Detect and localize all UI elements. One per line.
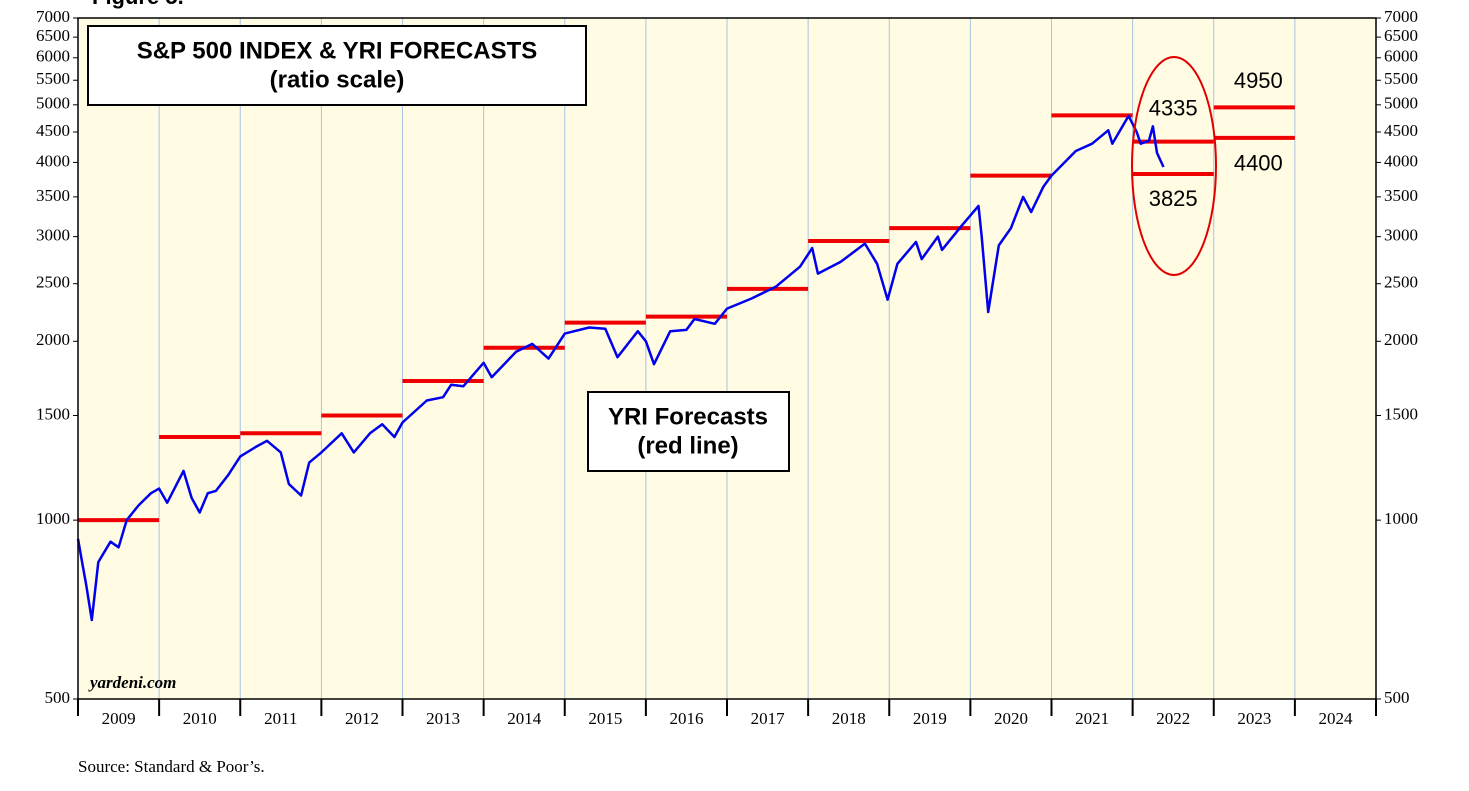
forecast-label: 3825 <box>1149 186 1198 211</box>
source-note: Source: Standard & Poor’s. <box>78 757 265 776</box>
x-tick-label: 2015 <box>588 709 622 728</box>
y-tick-label: 2500 <box>36 273 70 292</box>
y-tick-label: 6500 <box>36 26 70 45</box>
x-tick-label: 2017 <box>751 709 786 728</box>
y2-tick-label: 1500 <box>1384 404 1418 423</box>
x-tick-label: 2012 <box>345 709 379 728</box>
y-tick-label: 5000 <box>36 94 70 113</box>
y-tick-label: 7000 <box>36 7 70 26</box>
y-tick-label: 4500 <box>36 121 70 140</box>
annotation: YRI Forecasts <box>608 403 768 430</box>
y-tick-label: 500 <box>45 688 71 707</box>
x-tick-label: 2024 <box>1318 709 1353 728</box>
annotation-box <box>587 391 790 472</box>
x-tick-label: 2021 <box>1075 709 1109 728</box>
x-tick-label: 2018 <box>832 709 866 728</box>
y2-tick-label: 2500 <box>1384 273 1418 292</box>
y-tick-label: 4000 <box>36 151 70 170</box>
x-tick-label: 2009 <box>102 709 136 728</box>
y2-tick-label: 1000 <box>1384 509 1418 528</box>
index-line <box>76 114 1165 622</box>
y2-tick-label: 4500 <box>1384 121 1418 140</box>
y2-tick-label: 6000 <box>1384 47 1418 66</box>
y2-tick-label: 5500 <box>1384 69 1418 88</box>
title-box <box>87 25 587 106</box>
x-tick-label: 2013 <box>426 709 460 728</box>
y-tick-label: 3500 <box>36 186 70 205</box>
x-tick-label: 2019 <box>913 709 947 728</box>
forecast-label: 4950 <box>1234 68 1283 93</box>
x-tick-label: 2010 <box>183 709 217 728</box>
y-tick-label: 6000 <box>36 47 70 66</box>
y-tick-label: 1500 <box>36 404 70 423</box>
forecast-label: 4400 <box>1234 151 1283 176</box>
x-tick-label: 2011 <box>264 709 297 728</box>
x-tick-label: 2022 <box>1156 709 1190 728</box>
x-tick-label: 2023 <box>1237 709 1271 728</box>
y-tick-label: 3000 <box>36 226 70 245</box>
watermark: yardeni.com <box>88 673 176 692</box>
chart-title: S&P 500 INDEX & YRI FORECASTS <box>137 37 538 64</box>
y2-tick-label: 4000 <box>1384 151 1418 170</box>
chart-subtitle: (ratio scale) <box>270 66 405 93</box>
y-tick-label: 5500 <box>36 69 70 88</box>
y-tick-label: 1000 <box>36 509 70 528</box>
y2-tick-label: 3000 <box>1384 226 1418 245</box>
y2-tick-label: 6500 <box>1384 26 1418 45</box>
figure-label: Figure 5. <box>92 0 184 9</box>
annotation-sub: (red line) <box>637 432 738 459</box>
forecast-label: 4335 <box>1149 95 1198 120</box>
highlight-ellipse <box>1131 56 1217 276</box>
y2-tick-label: 5000 <box>1384 94 1418 113</box>
y2-tick-label: 2000 <box>1384 330 1418 349</box>
y2-tick-label: 3500 <box>1384 186 1418 205</box>
x-tick-label: 2016 <box>669 709 703 728</box>
x-tick-label: 2014 <box>507 709 542 728</box>
x-tick-label: 2020 <box>994 709 1028 728</box>
y2-tick-label: 500 <box>1384 688 1410 707</box>
y-tick-label: 2000 <box>36 330 70 349</box>
y2-tick-label: 7000 <box>1384 7 1418 26</box>
